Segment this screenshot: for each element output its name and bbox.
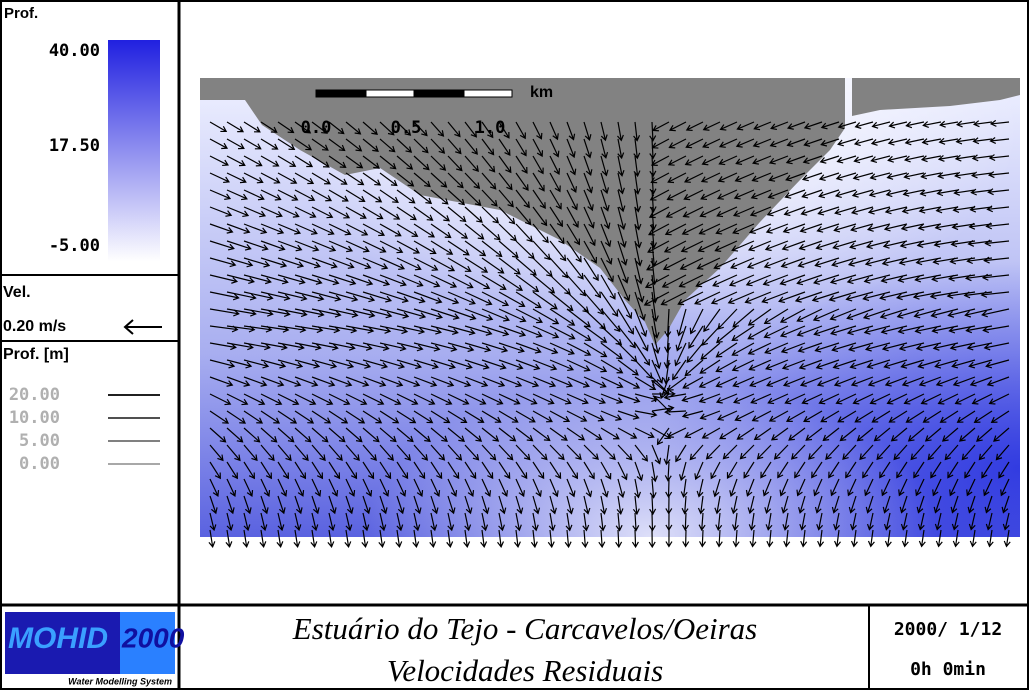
logo-tagline: Water Modelling System — [68, 676, 172, 686]
contour-label: 10.00 — [9, 408, 60, 428]
contour-label: 20.00 — [9, 385, 60, 405]
legend-title: Vel. — [3, 284, 31, 301]
scale-label: 0.5 — [391, 118, 422, 138]
scale-unit: km — [530, 84, 553, 101]
scale-label: 1.0 — [475, 118, 506, 138]
map — [200, 78, 1020, 547]
logo-text: 2000 — [121, 622, 185, 653]
legend-label: 17.50 — [49, 136, 100, 156]
title: Estuário do Tejo - Carcavelos/Oeiras — [292, 611, 757, 646]
logo-text: MOHID — [8, 622, 108, 655]
contour-label: 5.00 — [19, 431, 60, 451]
scale-bar — [316, 90, 512, 97]
legend-title: Prof. [m] — [3, 346, 69, 363]
contour-label: 0.00 — [19, 454, 60, 474]
time: 0h 0min — [910, 659, 986, 680]
scale-label: 0.0 — [301, 118, 332, 138]
scale-arrow — [125, 320, 162, 334]
color-bar — [108, 40, 160, 262]
title: Velocidades Residuais — [387, 653, 663, 688]
screen: Prof. 40.00 17.50 -5.00 Vel. 0.20 m/s Pr… — [0, 0, 1029, 690]
legend-label: -5.00 — [49, 236, 100, 256]
velocity-scale: 0.20 m/s — [3, 318, 66, 335]
legend-label: 40.00 — [49, 41, 100, 61]
legend-title: Prof. — [4, 5, 38, 22]
date: 2000/ 1/12 — [894, 619, 1002, 640]
